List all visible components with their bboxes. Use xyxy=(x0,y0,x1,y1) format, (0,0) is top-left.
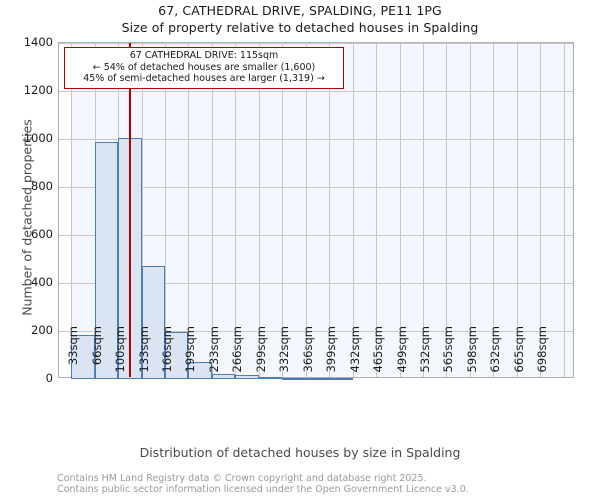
histogram-bar xyxy=(165,331,189,379)
y-axis-tick-label: 1200 xyxy=(23,83,53,97)
y-axis-tick-label: 800 xyxy=(31,179,53,193)
gridline-vertical xyxy=(71,43,73,377)
gridline-horizontal xyxy=(59,91,573,92)
gridline-horizontal xyxy=(59,187,573,188)
attribution-footer: Contains HM Land Registry data © Crown c… xyxy=(57,473,469,495)
x-axis-tick-label: 299sqm xyxy=(253,326,268,373)
gridline-vertical xyxy=(540,43,542,377)
gridline-vertical xyxy=(329,43,331,377)
gridline-vertical xyxy=(258,43,260,377)
property-marker-line xyxy=(128,43,131,377)
gridline-vertical xyxy=(188,43,190,377)
plot-area xyxy=(58,42,574,380)
histogram-bar xyxy=(94,141,119,379)
histogram-bar xyxy=(282,377,306,380)
property-annotation-box: 67 CATHEDRAL DRIVE: 115sqm ← 54% of deta… xyxy=(64,47,344,89)
x-axis-tick-label: 199sqm xyxy=(183,326,198,373)
gridline-vertical xyxy=(563,43,565,377)
gridline-vertical xyxy=(211,43,213,377)
x-axis-tick-label: 632sqm xyxy=(488,326,503,373)
gridline-vertical xyxy=(282,43,284,377)
x-axis-tick-label: 432sqm xyxy=(347,326,362,373)
y-axis-tick-label: 1000 xyxy=(23,131,53,145)
gridline-vertical xyxy=(493,43,495,377)
page-title: 67, CATHEDRAL DRIVE, SPALDING, PE11 1PG xyxy=(158,3,442,18)
y-axis-ticks: 0 200 400 600 800 1000 1200 1400 xyxy=(0,0,53,500)
y-axis-label: Number of detached properties xyxy=(19,119,35,316)
x-axis-tick-label: 499sqm xyxy=(394,326,409,373)
x-axis-tick-label: 133sqm xyxy=(136,326,151,373)
x-axis-tick-label: 598sqm xyxy=(464,326,479,373)
annotation-line-3: 45% of semi-detached houses are larger (… xyxy=(83,73,325,84)
footer-line-1: Contains HM Land Registry data © Crown c… xyxy=(57,473,427,484)
gridline-vertical xyxy=(165,43,166,377)
x-axis-tick-label: 698sqm xyxy=(535,326,550,373)
gridline-vertical xyxy=(305,43,307,377)
x-axis-tick-label: 399sqm xyxy=(324,326,339,373)
x-axis-tick-label: 100sqm xyxy=(113,326,128,373)
x-axis-tick-label: 665sqm xyxy=(511,326,526,373)
gridline-vertical xyxy=(516,43,518,377)
y-axis-tick-label: 200 xyxy=(31,323,53,337)
gridline-horizontal xyxy=(59,235,573,236)
histogram-bar xyxy=(329,377,353,380)
gridline-horizontal xyxy=(59,283,573,284)
footer-line-2: Contains public sector information licen… xyxy=(57,484,469,495)
histogram-bar xyxy=(235,374,259,379)
chart-subtitle: Size of property relative to detached ho… xyxy=(121,20,479,35)
x-axis-tick-label: 233sqm xyxy=(206,326,221,373)
gridline-vertical xyxy=(352,43,354,377)
x-axis-tick-label: 565sqm xyxy=(441,326,456,373)
plot-left-white-region xyxy=(59,43,72,377)
x-axis-tick-label: 166sqm xyxy=(160,326,174,373)
gridline-vertical xyxy=(141,43,143,377)
x-axis-tick-label: 266sqm xyxy=(230,326,245,373)
x-axis-tick-label: 66sqm xyxy=(89,326,104,366)
histogram-bar xyxy=(258,376,283,379)
histogram-bar xyxy=(305,377,330,380)
gridline-vertical xyxy=(399,43,401,377)
gridline-vertical xyxy=(469,43,471,377)
gridline-horizontal xyxy=(59,43,573,44)
histogram-bar xyxy=(71,334,95,379)
y-axis-tick-label: 0 xyxy=(45,371,53,385)
gridline-vertical xyxy=(423,43,424,377)
y-axis-tick-label: 1400 xyxy=(23,35,53,49)
gridline-vertical xyxy=(376,43,378,377)
annotation-line-1: 67 CATHEDRAL DRIVE: 115sqm xyxy=(129,50,279,61)
gridline-vertical xyxy=(235,43,237,377)
x-axis-tick-label: 332sqm xyxy=(277,326,292,373)
x-axis-tick-label: 33sqm xyxy=(66,326,81,366)
gridline-horizontal xyxy=(59,139,573,140)
gridline-vertical xyxy=(446,43,448,377)
x-axis-tick-label: 465sqm xyxy=(371,326,386,373)
gridline-horizontal xyxy=(59,331,573,332)
histogram-bar xyxy=(141,266,165,379)
x-axis-tick-label: 366sqm xyxy=(300,326,315,373)
histogram-bar xyxy=(188,361,212,379)
y-axis-tick-label: 600 xyxy=(31,227,53,241)
annotation-line-2: ← 54% of detached houses are smaller (1,… xyxy=(92,61,316,73)
histogram-bar xyxy=(211,373,236,379)
y-axis-tick-label: 400 xyxy=(31,275,53,289)
x-axis-label: Distribution of detached houses by size … xyxy=(139,445,461,460)
x-axis-tick-label: 532sqm xyxy=(418,326,432,373)
